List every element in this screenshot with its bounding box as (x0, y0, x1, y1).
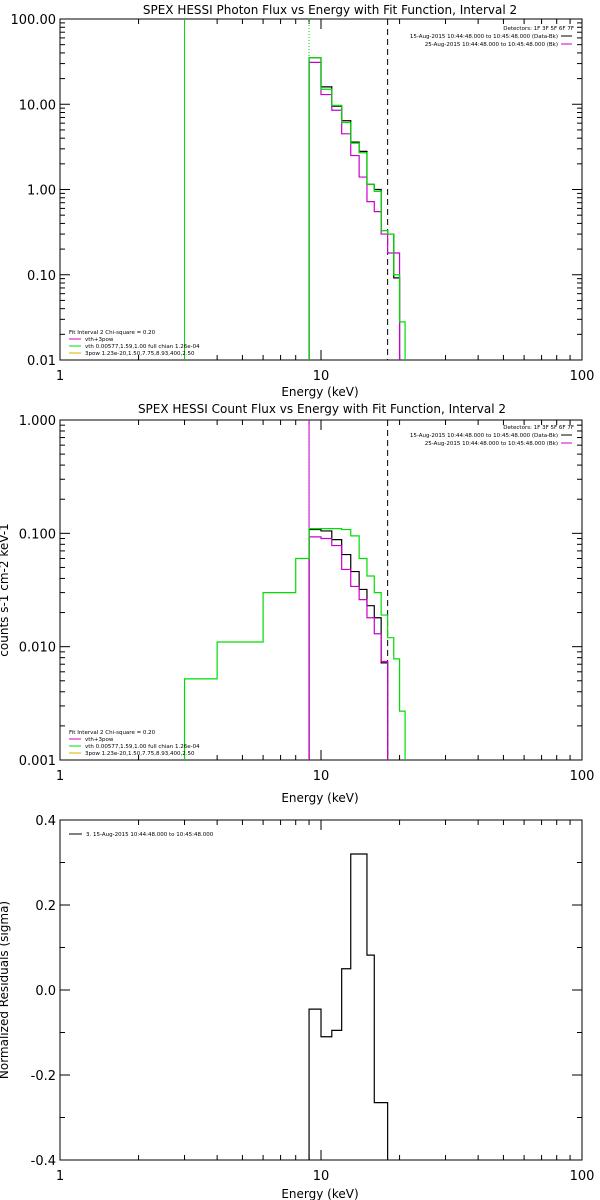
panel1-legend-total: vth+3pow (85, 337, 114, 343)
panel1-data-interval: 15-Aug-2015 10:44:48.000 to 10:45:48.000… (410, 34, 558, 40)
xtick-label: 1 (56, 769, 64, 784)
panel3-legend-label: 3. 15-Aug-2015 10:44:48.000 to 10:45:48.… (86, 832, 214, 838)
ytick-label: -0.4 (31, 1154, 56, 1169)
panel2-reference-lines (308, 420, 389, 760)
panel2-detectors: Detectors: 1F 3F 5F 6F 7F (503, 425, 574, 431)
xtick-label: 10 (313, 1169, 330, 1184)
ytick-label: 0.010 (19, 641, 56, 656)
panel2-ticks: 1 10 100 0.001 0.010 0.100 1.000 (19, 414, 595, 784)
panel1-legend-3pow: 3pow 1.23e-20,1.50,7.75,8.93,400,2.50 (85, 351, 195, 357)
ytick-label: 0.01 (27, 354, 56, 369)
ytick-label: 0.0 (35, 984, 56, 999)
panel1-legend: Fit Interval 2 Chi-square = 0.20 vth+3po… (69, 330, 200, 357)
xtick-label: 1 (56, 1169, 64, 1184)
panel3-plot-frame (59, 819, 583, 1161)
xtick-label: 1 (56, 369, 64, 384)
ytick-label: 0.100 (19, 527, 56, 542)
panel1-xlabel: Energy (keV) (281, 385, 358, 399)
panel2-legend-total: vth+3pow (85, 737, 114, 743)
xtick-label: 10 (313, 769, 330, 784)
panel3-series (308, 853, 389, 1160)
xtick-label: 100 (570, 369, 595, 384)
panel3-legend: 3. 15-Aug-2015 10:44:48.000 to 10:45:48.… (69, 832, 214, 838)
panel2-ylabel: counts s-1 cm-2 keV-1 (0, 523, 11, 656)
panel1-title: SPEX HESSI Photon Flux vs Energy with Fi… (143, 3, 517, 17)
panel2-legend: Fit Interval 2 Chi-square = 0.20 vth+3po… (69, 730, 200, 757)
residuals-panel: 1 10 100 -0.4 -0.2 0.0 0.2 0.4 Energy (keV) Nor… (0, 814, 594, 1200)
ytick-label: 0.4 (35, 814, 56, 829)
ytick-label: -0.2 (31, 1069, 56, 1084)
panel2-bk-interval: 25-Aug-2015 10:44:48.000 to 10:45:48.000… (425, 441, 558, 447)
panel2-xlabel: Energy (keV) (281, 791, 358, 805)
series-data-bk (308, 528, 389, 760)
ytick-label: 0.001 (19, 754, 56, 769)
panel2-title: SPEX HESSI Count Flux vs Energy with Fit… (138, 402, 506, 416)
panel1-ticks: 1 10 100 0.01 0.10 1.00 10.00 100.00 (11, 13, 595, 384)
panel2-legend-3pow: 3pow 1.23e-20,1.50,7.75,8.93,400,2.50 (85, 751, 195, 757)
series-vth-3pow (183, 528, 406, 760)
ytick-label: 0.10 (27, 269, 56, 284)
ytick-label: 1.00 (27, 184, 56, 199)
series-3-15-aug-2015-10-44-48-000-to-10-45-48-000 (308, 853, 389, 1160)
panel2-data-interval: 15-Aug-2015 10:44:48.000 to 10:45:48.000… (410, 433, 558, 439)
xtick-label: 100 (570, 1169, 595, 1184)
panel1-series (308, 57, 406, 360)
panel1-detectors: Detectors: 1F 3F 5F 6F 7F (503, 26, 574, 32)
panel3-ticks: 1 10 100 -0.4 -0.2 0.0 0.2 0.4 (31, 814, 595, 1184)
panel1-legend-vth: vth 0.00577,1.59,1.00 full chian 1.26e-0… (85, 344, 200, 350)
panel3-xlabel: Energy (keV) (281, 1187, 358, 1200)
series-vth-3pow (308, 57, 406, 360)
ytick-label: 1.000 (19, 414, 56, 429)
count-flux-panel: SPEX HESSI Count Flux vs Energy with Fit… (0, 402, 594, 805)
panel1-legend-fit: Fit Interval 2 Chi-square = 0.20 (69, 330, 156, 336)
ytick-label: 10.00 (19, 98, 56, 113)
panel2-legend-fit: Fit Interval 2 Chi-square = 0.20 (69, 730, 156, 736)
ytick-label: 0.2 (35, 899, 56, 914)
series-bk (308, 61, 401, 360)
panel2-header: Detectors: 1F 3F 5F 6F 7F 15-Aug-2015 10… (410, 425, 574, 447)
panel3-ylabel: Normalized Residuals (sigma) (0, 901, 11, 1079)
panel2-series (183, 528, 406, 760)
photon-flux-panel: SPEX HESSI Photon Flux vs Energy with Fi… (11, 3, 595, 399)
series-data-bk (308, 57, 401, 360)
series-bk (308, 536, 389, 760)
xtick-label: 10 (313, 369, 330, 384)
panel2-legend-vth: vth 0.00577,1.59,1.00 full chian 1.26e-0… (85, 744, 200, 750)
panel2-plot-frame (59, 419, 583, 761)
panel1-reference-lines (184, 19, 389, 360)
xtick-label: 100 (570, 769, 595, 784)
panel1-bk-interval: 25-Aug-2015 10:44:48.000 to 10:45:48.000… (425, 42, 558, 48)
panel1-header: Detectors: 1F 3F 5F 6F 7F 15-Aug-2015 10… (410, 26, 574, 48)
ytick-label: 100.00 (11, 13, 57, 28)
